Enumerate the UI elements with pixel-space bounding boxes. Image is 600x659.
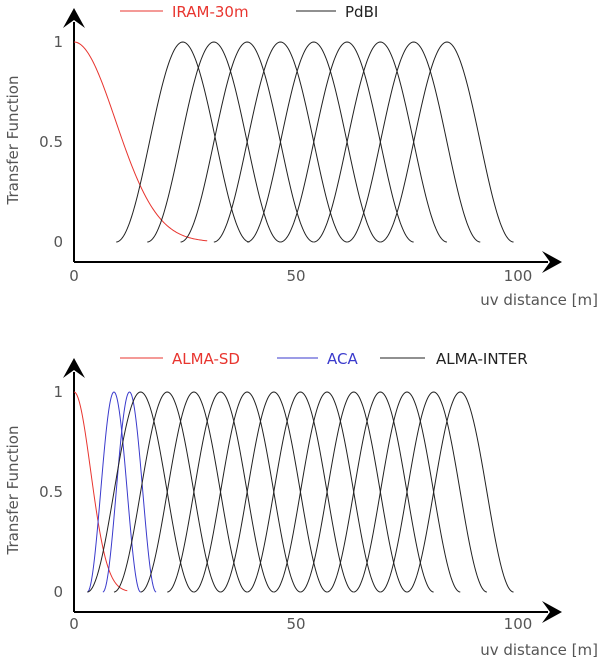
top-panel: IRAM-30m PdBI Transfer Function uv dista…	[4, 3, 598, 309]
x-axis-arrow	[542, 251, 562, 273]
legend-label-pdbi: PdBI	[345, 3, 378, 21]
curve-alma-inter-6	[247, 391, 354, 593]
legend-label-alma-sd: ALMA-SD	[172, 350, 240, 368]
curve-alma-inter-1	[113, 391, 221, 593]
curve-alma-inter-10	[353, 391, 461, 593]
curve-alma-inter-12	[406, 391, 514, 593]
y-axis-label: Transfer Function	[4, 426, 22, 556]
y-tick-label-0.5: 0.5	[39, 133, 63, 151]
x-tick-label-100: 100	[504, 267, 533, 285]
x-tick-label-0: 0	[69, 267, 79, 285]
curve-pdbi-2	[180, 41, 314, 243]
bottom-panel: ALMA-SD ACA ALMA-INTER Transfer Function…	[4, 350, 598, 659]
x-axis-label: uv distance [m]	[480, 641, 598, 659]
y-tick-label-0: 0	[53, 583, 63, 601]
y-axis-arrow	[63, 358, 85, 378]
curve-pdbi-0	[116, 41, 250, 243]
y-tick-label-0: 0	[53, 233, 63, 251]
x-axis-arrow	[542, 601, 562, 623]
curve-pdbi-7	[346, 41, 481, 243]
y-tick-label-0.5: 0.5	[39, 483, 63, 501]
curve-alma-inter-9	[327, 391, 434, 593]
curve-pdbi-3	[213, 41, 348, 243]
x-tick-label-50: 50	[286, 267, 305, 285]
y-tick-label-1: 1	[53, 33, 63, 51]
y-axis-label: Transfer Function	[4, 76, 22, 206]
curve-alma-inter-5	[220, 391, 328, 593]
curve-alma-inter-2	[140, 391, 248, 593]
y-tick-label-1: 1	[53, 383, 63, 401]
curve-alma-sd-0	[73, 391, 128, 592]
x-tick-label-0: 0	[69, 615, 79, 633]
curve-iram-30m-0	[73, 41, 208, 242]
curve-pdbi-1	[147, 41, 281, 243]
curve-alma-inter-8	[300, 391, 408, 593]
x-tick-label-100: 100	[504, 615, 533, 633]
legend-label-alma-inter: ALMA-INTER	[436, 350, 528, 368]
curve-alma-inter-0	[87, 391, 194, 593]
curve-pdbi-8	[380, 41, 514, 243]
curve-pdbi-4	[247, 41, 381, 243]
x-axis-label: uv distance [m]	[480, 291, 598, 309]
curve-alma-inter-7	[273, 391, 381, 593]
curve-pdbi-5	[280, 41, 414, 243]
curve-alma-inter-4	[193, 391, 301, 593]
curve-alma-inter-11	[380, 391, 487, 593]
legend-label-iram-30m: IRAM-30m	[172, 3, 249, 21]
legend-label-aca: ACA	[327, 350, 358, 368]
curve-pdbi-6	[313, 41, 448, 243]
y-axis-arrow	[63, 8, 85, 28]
curve-alma-inter-3	[167, 391, 274, 593]
curve-aca-1	[102, 391, 157, 593]
x-tick-label-50: 50	[286, 615, 305, 633]
